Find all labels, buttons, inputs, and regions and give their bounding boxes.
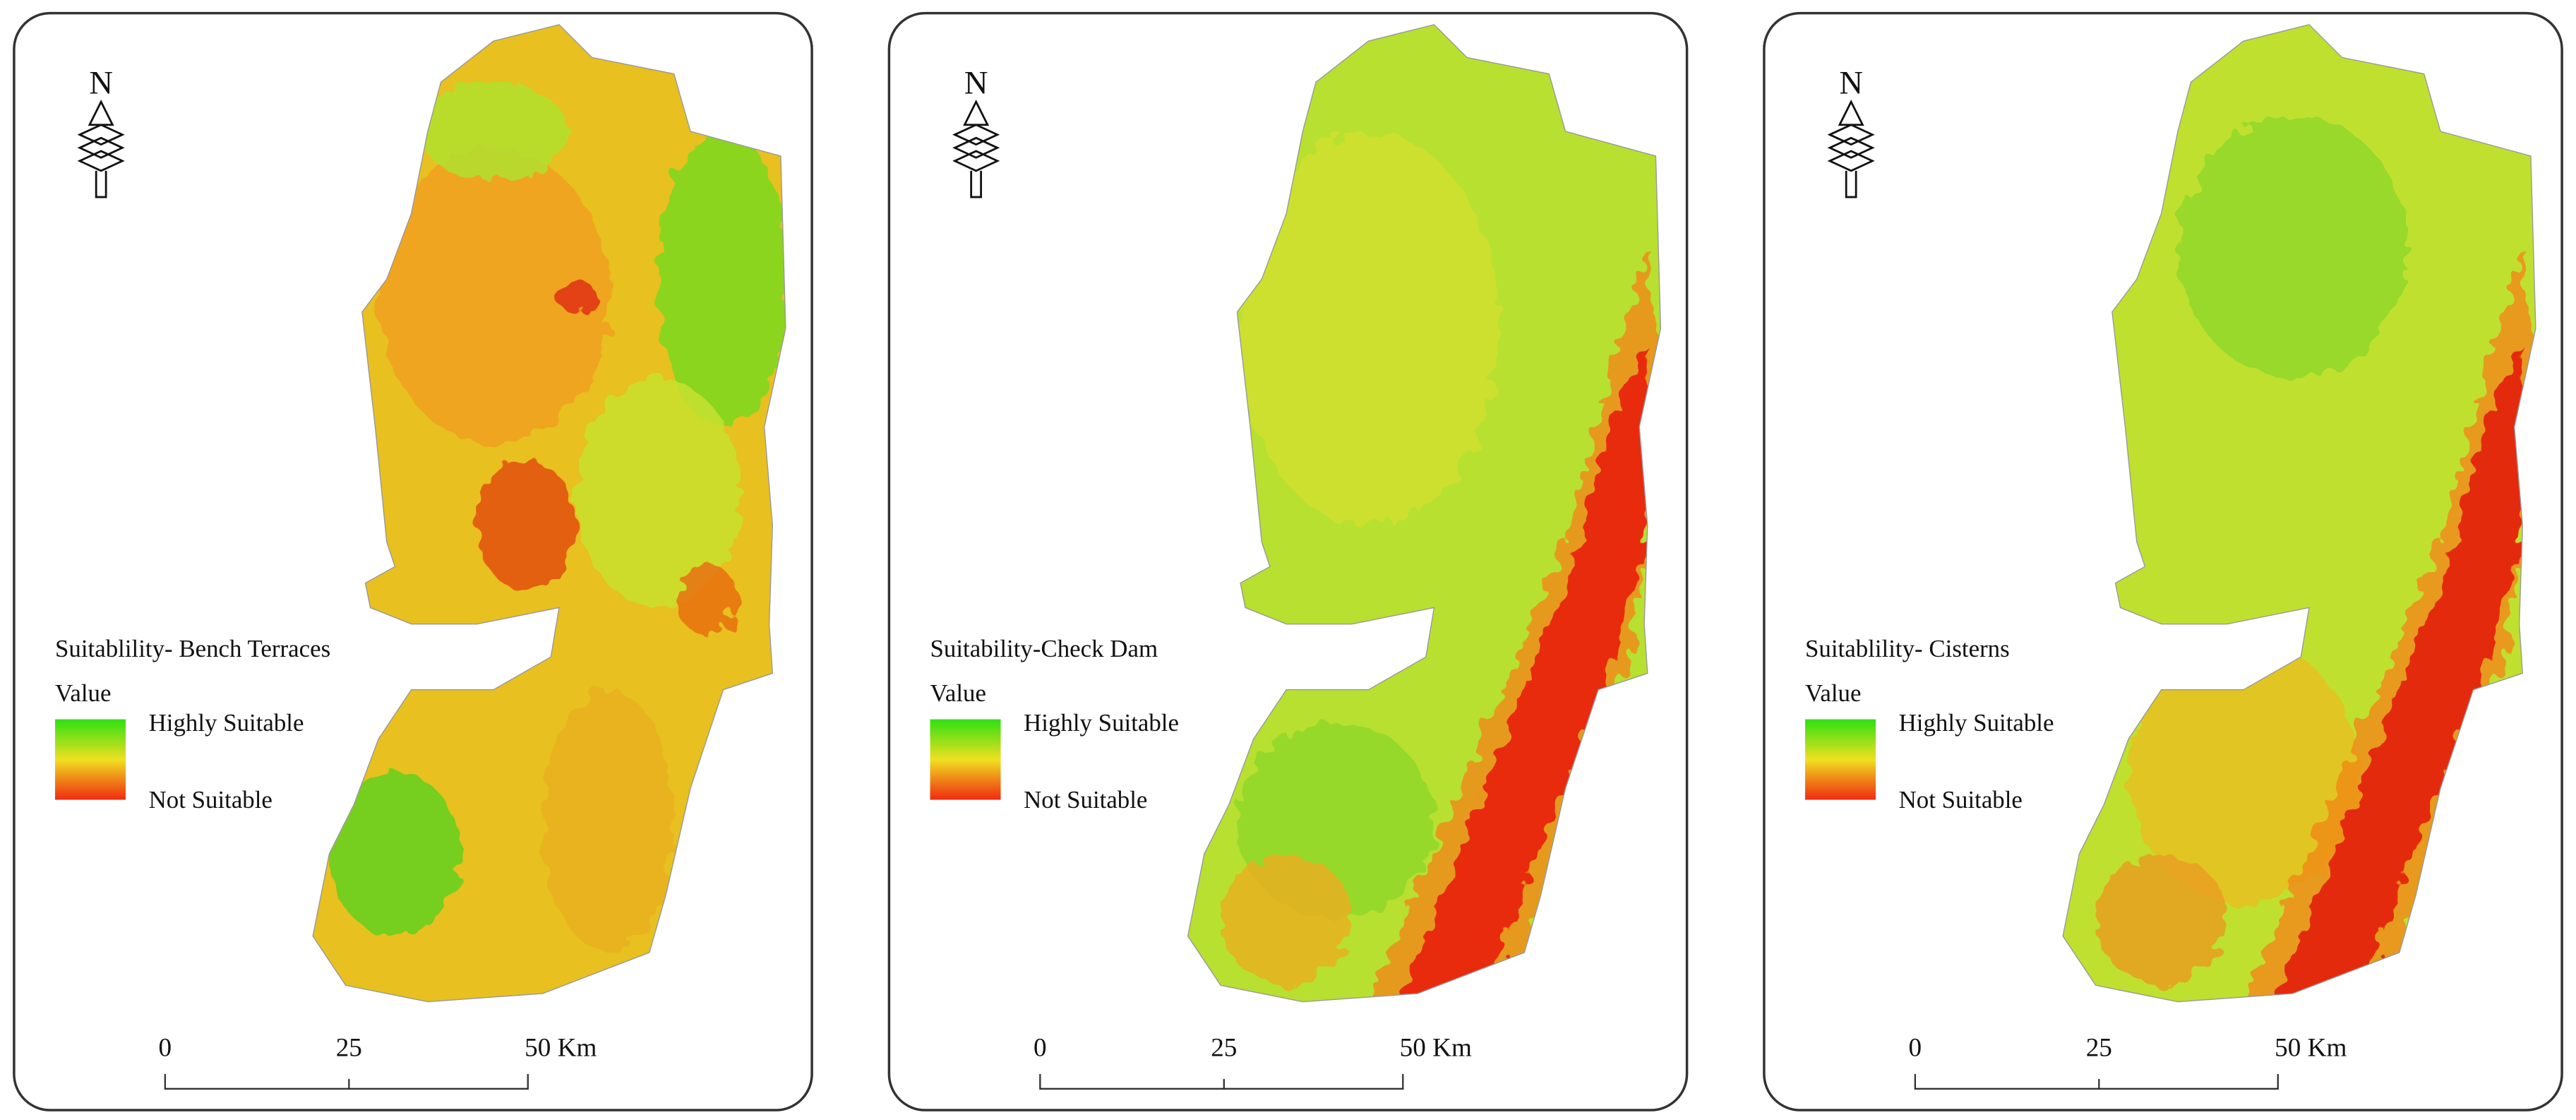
map-zone xyxy=(556,279,596,312)
scale-label: 25 xyxy=(2086,1033,2112,1062)
map-zone xyxy=(329,771,461,936)
map-zone xyxy=(2128,640,2359,904)
legend-low: Not Suitable xyxy=(149,786,272,814)
map-zone xyxy=(1401,345,1648,1002)
scale-label: 0 xyxy=(1909,1033,1922,1062)
map-texture xyxy=(1221,131,1661,1002)
legend-heading: Value xyxy=(1805,679,1861,707)
map-zone xyxy=(2177,114,2408,378)
scale-label: 25 xyxy=(336,1033,362,1062)
north-label: N xyxy=(964,66,988,102)
map-panel: N Suitability-Check Dam Value Highly Suitab… xyxy=(887,11,1689,1112)
legend-low: Not Suitable xyxy=(1024,786,1147,814)
north-label: N xyxy=(89,66,113,102)
scale-label: 0 xyxy=(159,1033,172,1062)
legend-ramp xyxy=(55,719,126,800)
scale-label: 50 Km xyxy=(1400,1033,1472,1062)
map-zone xyxy=(2276,345,2523,1002)
map-zone xyxy=(1221,854,1353,986)
map-zone xyxy=(677,563,737,636)
scale-bar xyxy=(1039,1073,1404,1090)
legend-low: Not Suitable xyxy=(1899,786,2023,814)
legend-title: Suitability-Check Dam xyxy=(930,635,1158,662)
legend-high: Highly Suitable xyxy=(1024,709,1179,737)
legend-heading: Value xyxy=(55,679,111,707)
map-outline xyxy=(1187,24,1662,1003)
legend-ramp xyxy=(930,719,1001,800)
map-texture xyxy=(2095,114,2536,1002)
map-texture xyxy=(329,82,786,953)
map-outline xyxy=(2062,24,2536,1003)
map-zone xyxy=(575,377,740,608)
scale-label: 50 Km xyxy=(2275,1033,2347,1062)
scale-label: 50 Km xyxy=(525,1033,597,1062)
scale-bar xyxy=(164,1073,529,1090)
scale-label: 25 xyxy=(1211,1033,1237,1062)
north-arrow xyxy=(77,100,125,198)
map-zone xyxy=(657,131,786,427)
map-zone xyxy=(542,689,674,953)
legend-high: Highly Suitable xyxy=(149,709,304,737)
map-zone xyxy=(2095,854,2227,986)
north-arrow xyxy=(1827,100,1875,198)
map-zone xyxy=(419,82,568,181)
map-panel: N Suitablility- Bench Terraces Value Highly… xyxy=(13,11,813,1112)
north-label: N xyxy=(1839,66,1863,102)
scale-label: 0 xyxy=(1034,1033,1047,1062)
map-outline xyxy=(312,24,786,1003)
legend-title: Suitablility- Cisterns xyxy=(1805,635,2010,662)
map-zone xyxy=(1237,131,1500,526)
map-zone xyxy=(378,148,609,443)
legend-high: Highly Suitable xyxy=(1899,709,2054,737)
legend-heading: Value xyxy=(930,679,986,707)
legend-title: Suitablility- Bench Terraces xyxy=(55,635,330,662)
scale-bar xyxy=(1914,1073,2279,1090)
legend-ramp xyxy=(1805,719,1876,800)
map-panel: N Suitablility- Cisterns Value Highly Suita… xyxy=(1763,11,2563,1112)
north-arrow xyxy=(952,100,1000,198)
map-zone xyxy=(477,460,576,592)
